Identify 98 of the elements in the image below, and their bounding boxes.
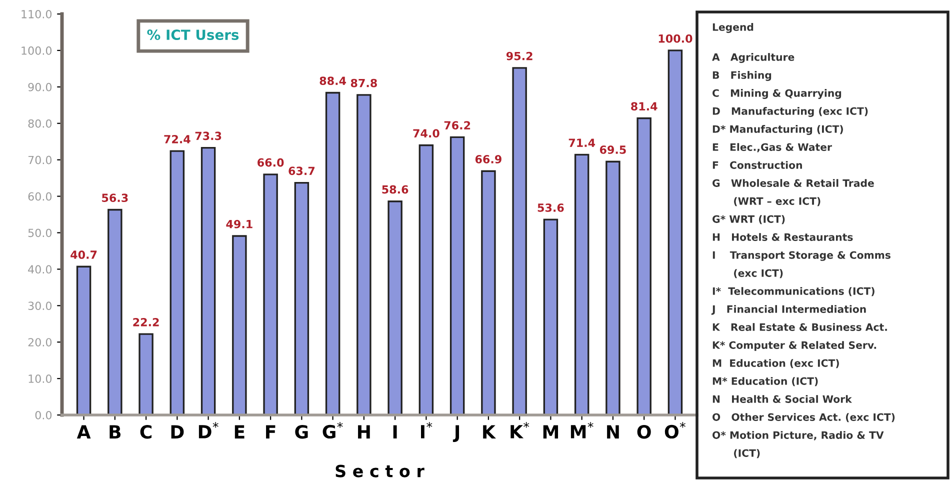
text: B Fishing — [712, 71, 772, 81]
data-label: 53.6 — [538, 203, 564, 212]
text: I* Telecommunications (ICT) — [712, 287, 874, 296]
x-axis-title: S e c t o r — [336, 464, 424, 478]
bar — [232, 235, 247, 415]
data-label: 56.3 — [102, 194, 128, 202]
y-tick-label: 60.0 — [28, 192, 52, 201]
text: K Real Estate & Business Act. — [712, 323, 887, 331]
bar — [606, 160, 620, 415]
bar — [108, 208, 122, 415]
text: (ICT) — [734, 449, 760, 458]
x-tick-label: O — [637, 425, 651, 439]
bar — [356, 94, 372, 415]
data-label: 71.4 — [568, 138, 596, 147]
y-tick-label: 50.0 — [28, 228, 52, 238]
text: J Financial Intermediation — [711, 305, 866, 315]
y-tick-label: 10.0 — [28, 374, 52, 383]
text: F Construction — [712, 161, 802, 169]
text: H Hotels & Restaurants — [712, 233, 853, 241]
x-tick-label: O$^{*}$ — [664, 422, 686, 439]
data-label: 22.2 — [133, 318, 159, 326]
x-tick-label: B — [110, 425, 121, 438]
y-tick-label: 80.0 — [28, 119, 52, 128]
text: (exc ICT) — [734, 269, 783, 278]
text: N Health & Social Work — [712, 395, 852, 403]
x-tick-label: H — [358, 425, 370, 438]
data-label: 63.7 — [288, 166, 315, 176]
y-tick-label: 100.0 — [22, 46, 52, 55]
data-label: 49.1 — [226, 220, 252, 228]
text: M* Education (ICT) — [712, 377, 818, 386]
text: G Wholesale & Retail Trade — [712, 179, 874, 187]
bar — [138, 333, 154, 415]
bar — [76, 266, 92, 415]
text: G* WRT (ICT) — [712, 215, 785, 224]
x-tick-label: G — [295, 425, 308, 439]
y-tick-label: 90.0 — [28, 82, 52, 92]
data-label: 87.8 — [350, 78, 377, 88]
x-tick-label: K — [483, 425, 496, 438]
bar — [170, 150, 185, 415]
data-label: 72.4 — [164, 134, 190, 144]
bar — [512, 67, 527, 415]
y-tick-label: 40.0 — [28, 265, 52, 274]
text: C Mining & Quarrying — [712, 89, 842, 99]
y-tick-label: 70.0 — [28, 156, 52, 164]
data-label: 95.2 — [506, 52, 532, 60]
y-tick-label: 20.0 — [28, 338, 52, 346]
bar — [294, 182, 310, 415]
bar — [263, 174, 278, 415]
x-tick-label: G$^{*}$ — [322, 422, 343, 439]
x-tick-label: I$^{*}$ — [420, 422, 432, 438]
text: Legend — [712, 23, 754, 33]
bar — [636, 117, 652, 415]
data-label: 66.0 — [258, 158, 284, 167]
data-label: 81.4 — [631, 102, 658, 111]
x-tick-label: E — [234, 425, 244, 438]
data-label: 73.3 — [195, 132, 222, 140]
x-tick-label: D — [171, 425, 184, 438]
text: (WRT – exc ICT) — [734, 197, 820, 206]
bar — [325, 92, 340, 415]
bar — [481, 170, 496, 415]
text: D Manufacturing (exc ICT) — [712, 107, 868, 117]
x-tick-label: A — [76, 425, 91, 438]
x-tick-label: M$^{*}$ — [570, 422, 594, 438]
y-tick-label: 30.0 — [28, 302, 52, 310]
text: A Agriculture — [712, 53, 794, 63]
y-tick-label: 110.0 — [22, 10, 52, 18]
text: % ICT Users — [147, 30, 239, 40]
bar — [574, 154, 590, 415]
bar — [418, 144, 434, 415]
text: I Transport Storage & Comms — [712, 251, 890, 261]
data-label: 100.0 — [658, 34, 692, 43]
data-label: 76.2 — [444, 121, 470, 130]
x-tick-label: M — [543, 425, 558, 438]
bar — [668, 50, 683, 415]
bar — [200, 146, 216, 415]
text: E Elec.,Gas & Water — [712, 143, 832, 152]
bar — [388, 200, 402, 415]
bar — [543, 218, 558, 415]
text: O Other Services Act. (exc ICT) — [712, 413, 895, 422]
text: O* Motion Picture, Radio & TV — [712, 431, 884, 440]
data-label: 66.9 — [475, 155, 502, 164]
data-label: 69.5 — [600, 146, 626, 154]
bar — [450, 136, 465, 415]
x-tick-label: J — [452, 425, 460, 442]
x-tick-label: D$^{*}$ — [198, 422, 218, 438]
x-tick-label: C — [140, 425, 152, 439]
x-tick-label: K$^{*}$ — [510, 422, 530, 438]
data-label: 40.7 — [70, 250, 97, 259]
data-label: 74.0 — [413, 129, 440, 138]
x-tick-label: I — [393, 425, 397, 438]
data-label: 88.4 — [320, 76, 346, 86]
data-label: 58.6 — [382, 185, 408, 194]
x-tick-label: F — [266, 425, 276, 438]
x-tick-label: N — [607, 425, 619, 438]
text: D* Manufacturing (ICT) — [712, 125, 843, 135]
text: M Education (exc ICT) — [712, 359, 839, 368]
y-tick-label: 0.0 — [35, 410, 52, 420]
text: K* Computer & Related Serv. — [712, 341, 876, 351]
